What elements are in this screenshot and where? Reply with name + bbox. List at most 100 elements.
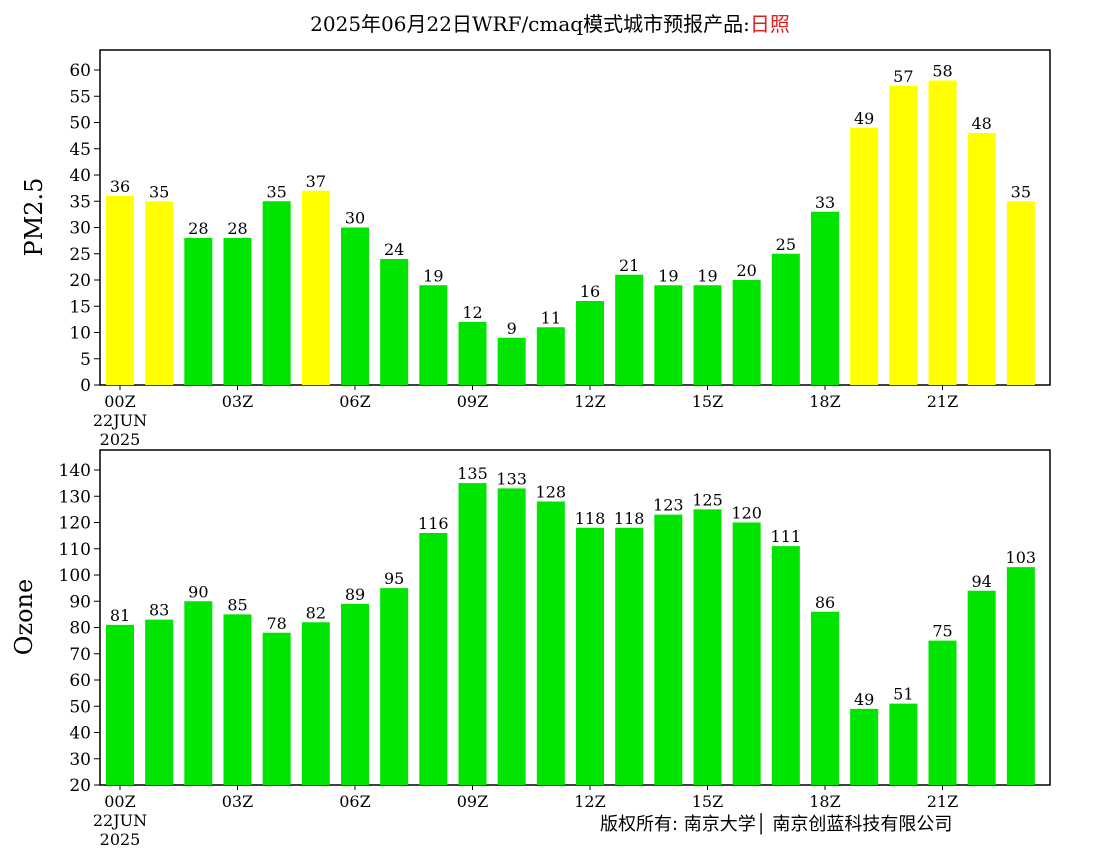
bar-7 [380, 588, 409, 785]
bar-value-label: 123 [653, 496, 684, 515]
y-tick-label: 50 [69, 697, 91, 717]
bar-value-label: 30 [345, 209, 365, 228]
bar-value-label: 120 [731, 504, 762, 523]
y-tick-label: 55 [69, 87, 91, 107]
y-tick-label: 35 [69, 192, 91, 212]
bar-23 [1006, 567, 1035, 785]
bar-1 [145, 201, 174, 385]
y-tick-label: 20 [69, 776, 91, 796]
bar-value-label: 125 [692, 490, 723, 509]
x-tick-label: 00Z 22JUN 2025 [93, 392, 147, 449]
y-tick-label: 15 [69, 297, 91, 317]
bar-18 [811, 611, 839, 785]
bar-value-label: 33 [815, 193, 835, 212]
bar-2 [184, 238, 213, 385]
bar-value-label: 83 [149, 601, 169, 620]
bar-10 [497, 488, 526, 785]
bar-3 [223, 238, 252, 385]
y-tick-label: 60 [69, 61, 91, 81]
bar-value-label: 35 [266, 182, 286, 201]
bar-value-label: 135 [457, 464, 488, 483]
bar-9 [458, 483, 487, 785]
y-tick-label: 50 [69, 114, 91, 134]
bar-value-label: 19 [658, 266, 678, 285]
bar-value-label: 24 [384, 240, 404, 259]
bar-value-label: 12 [462, 303, 482, 322]
x-tick-label: 03Z [222, 392, 253, 411]
bar-value-label: 19 [697, 266, 717, 285]
bar-17 [771, 253, 800, 385]
bar-14 [654, 285, 683, 385]
bar-value-label: 9 [507, 319, 517, 338]
bar-8 [419, 533, 448, 785]
bar-value-label: 103 [1006, 548, 1037, 567]
y-tick-label: 30 [69, 219, 91, 239]
bar-9 [458, 322, 487, 385]
x-tick-label: 12Z [574, 792, 605, 811]
bar-22 [967, 133, 996, 385]
y-tick-label: 140 [59, 461, 91, 481]
bar-value-label: 48 [971, 114, 991, 133]
bar-value-label: 133 [496, 469, 527, 488]
bar-value-label: 28 [227, 219, 247, 238]
bar-value-label: 36 [110, 177, 130, 196]
x-tick-label: 09Z [457, 392, 488, 411]
y-tick-label: 5 [80, 350, 91, 370]
x-tick-label: 09Z [457, 792, 488, 811]
y-tick-label: 45 [69, 140, 91, 160]
x-tick-label: 15Z [692, 392, 723, 411]
bar-10 [497, 337, 526, 385]
bar-value-label: 20 [736, 261, 756, 280]
bar-5 [301, 622, 330, 785]
y-tick-label: 25 [69, 245, 91, 265]
title-prefix: 2025年06月22日WRF/cmaq模式城市预报产品: [310, 12, 750, 36]
bar-21 [928, 640, 957, 785]
bar-value-label: 118 [614, 509, 645, 528]
bar-1 [145, 619, 174, 785]
x-tick-label: 06Z [339, 792, 370, 811]
bar-value-label: 111 [771, 527, 802, 546]
bar-value-label: 81 [110, 606, 130, 625]
bar-value-label: 85 [227, 595, 247, 614]
x-tick-label: 18Z [809, 792, 840, 811]
bar-value-label: 78 [266, 614, 286, 633]
bar-value-label: 128 [536, 483, 567, 502]
bar-12 [576, 301, 604, 385]
chart-title: 2025年06月22日WRF/cmaq模式城市预报产品:日照 [0, 8, 1100, 37]
x-tick-label: 06Z [339, 392, 370, 411]
bar-value-label: 94 [971, 572, 991, 591]
bar-6 [341, 603, 369, 785]
bar-5 [301, 190, 330, 385]
bar-value-label: 25 [776, 235, 796, 254]
x-tick-label: 21Z [927, 392, 958, 411]
bar-value-label: 75 [932, 622, 952, 641]
bar-value-label: 21 [619, 256, 639, 275]
bar-value-label: 86 [815, 593, 835, 612]
bar-value-label: 11 [541, 308, 561, 327]
y-tick-label: 80 [69, 619, 91, 639]
copyright-text: 版权所有: 南京大学│ 南京创蓝科技有限公司 [600, 814, 953, 835]
y-tick-label: 20 [69, 271, 91, 291]
bar-8 [419, 285, 448, 385]
y-tick-label: 30 [69, 750, 91, 770]
chart-panel-1: 0 5 10 15 20 25 30 35 40 45 50 55 60 PM2.5 00Z 22JUN 202… [20, 49, 1051, 449]
bar-value-label: 82 [306, 603, 326, 622]
bar-13 [615, 274, 644, 385]
bar-value-label: 57 [893, 67, 913, 86]
bar-22 [967, 590, 996, 785]
bar-17 [771, 546, 800, 785]
bar-19 [850, 708, 879, 785]
x-tick-label: 00Z 22JUN 2025 [93, 792, 147, 849]
x-tick-label: 03Z [222, 792, 253, 811]
bar-value-label: 37 [306, 172, 326, 191]
bar-value-label: 95 [384, 569, 404, 588]
y-tick-label: 0 [80, 376, 91, 396]
bar-21 [928, 80, 957, 385]
bar-20 [889, 703, 918, 785]
bar-16 [732, 522, 761, 785]
bar-value-label: 116 [418, 514, 449, 533]
bar-13 [615, 527, 644, 785]
bar-value-label: 49 [854, 690, 874, 709]
x-tick-label: 12Z [574, 392, 605, 411]
plot-frame [99, 449, 1051, 786]
